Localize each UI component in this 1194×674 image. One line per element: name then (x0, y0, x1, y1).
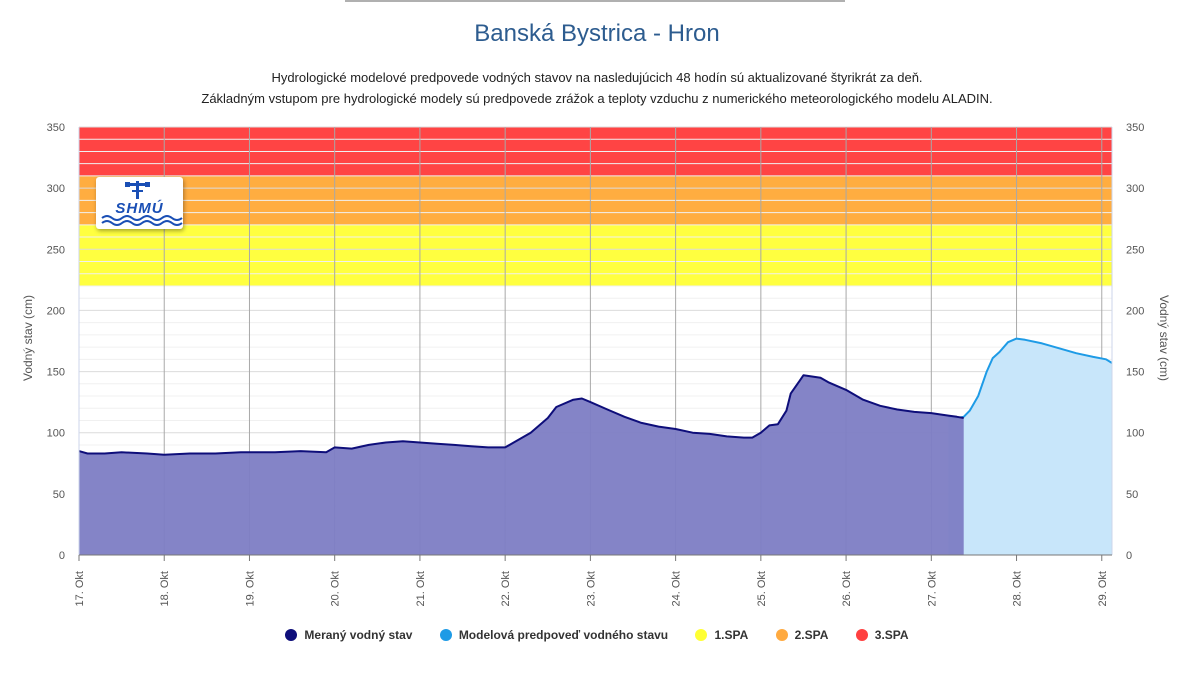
chart-legend: Meraný vodný stav Modelová predpoveď vod… (0, 628, 1194, 644)
y-tick-label-left: 150 (47, 367, 65, 379)
alert-bands (79, 127, 1112, 286)
y-tick-label-right: 200 (1126, 305, 1144, 317)
y-tick-label-right: 250 (1126, 244, 1144, 256)
y-axis-title-left: Vodný stav (cm) (21, 295, 35, 381)
legend-label-spa2: 2.SPA (794, 628, 829, 642)
top-divider (345, 0, 845, 2)
y-tick-label-right: 100 (1126, 428, 1144, 440)
y-tick-label-right: 150 (1126, 367, 1144, 379)
x-tick-label: 22. Okt (500, 571, 512, 606)
legend-dot-spa3 (855, 629, 868, 641)
x-tick-label: 29. Okt (1097, 571, 1109, 606)
subtitle-line-2: Základným vstupom pre hydrologické model… (201, 91, 993, 106)
y-tick-label-right: 350 (1126, 122, 1144, 134)
y-tick-label-left: 250 (47, 244, 65, 256)
chart-axes: 0 0 50 50 100 100 150 150 200 200 250 250 300 300 350 3… (47, 122, 1145, 606)
x-tick-label: 27. Okt (926, 571, 938, 606)
y-tick-label-left: 50 (53, 489, 65, 501)
y-tick-label-left: 200 (47, 305, 65, 317)
y-tick-label-left: 350 (47, 122, 65, 134)
legend-item-spa1[interactable]: 1.SPA (695, 628, 748, 642)
legend-item-spa2[interactable]: 2.SPA (775, 628, 829, 642)
legend-item-forecast[interactable]: Modelová predpoveď vodného stavu (439, 628, 669, 642)
y-tick-label-right: 0 (1126, 550, 1132, 562)
y-axis-title-right: Vodný stav (cm) (1157, 295, 1171, 381)
x-tick-label: 17. Okt (74, 571, 86, 606)
y-tick-label-right: 300 (1126, 183, 1144, 195)
page-title: Banská Bystrica - Hron (474, 20, 720, 47)
y-tick-label-right: 50 (1126, 489, 1138, 501)
series-area-1 (948, 338, 1112, 555)
x-tick-label: 25. Okt (756, 571, 768, 606)
legend-label-spa1: 1.SPA (714, 628, 749, 642)
subtitle-line-1: Hydrologické modelové predpovede vodných… (271, 70, 923, 85)
alert-band-1 (79, 224, 1112, 286)
shmu-logo: SHMÚ (96, 177, 183, 229)
chart-series (78, 337, 1113, 555)
legend-dot-measured (285, 629, 298, 641)
x-tick-label: 23. Okt (585, 571, 597, 606)
weather-station-icon (101, 181, 183, 226)
x-tick-label: 18. Okt (159, 571, 171, 606)
y-tick-label-left: 0 (59, 550, 65, 562)
legend-label-measured: Meraný vodný stav (304, 628, 413, 642)
legend-dot-spa1 (695, 629, 708, 641)
legend-item-spa3[interactable]: 3.SPA (855, 628, 909, 642)
legend-label-spa3: 3.SPA (874, 628, 909, 642)
legend-item-measured[interactable]: Meraný vodný stav (285, 628, 412, 642)
x-tick-label: 28. Okt (1012, 571, 1024, 606)
y-tick-label-left: 300 (47, 183, 65, 195)
legend-dot-spa2 (775, 629, 788, 641)
y-tick-label-left: 100 (47, 428, 65, 440)
x-tick-label: 24. Okt (671, 571, 683, 606)
logo-text: SHMÚ (115, 200, 164, 217)
page-subtitle: Hydrologické modelové predpovede vodných… (0, 67, 1194, 109)
legend-dot-forecast (439, 629, 452, 641)
x-tick-label: 26. Okt (841, 571, 853, 606)
legend-label-forecast: Modelová predpoveď vodného stavu (458, 628, 669, 642)
series-area-0 (79, 375, 964, 555)
x-tick-label: 20. Okt (330, 571, 342, 606)
x-tick-label: 19. Okt (244, 571, 256, 606)
x-tick-label: 21. Okt (415, 571, 427, 606)
